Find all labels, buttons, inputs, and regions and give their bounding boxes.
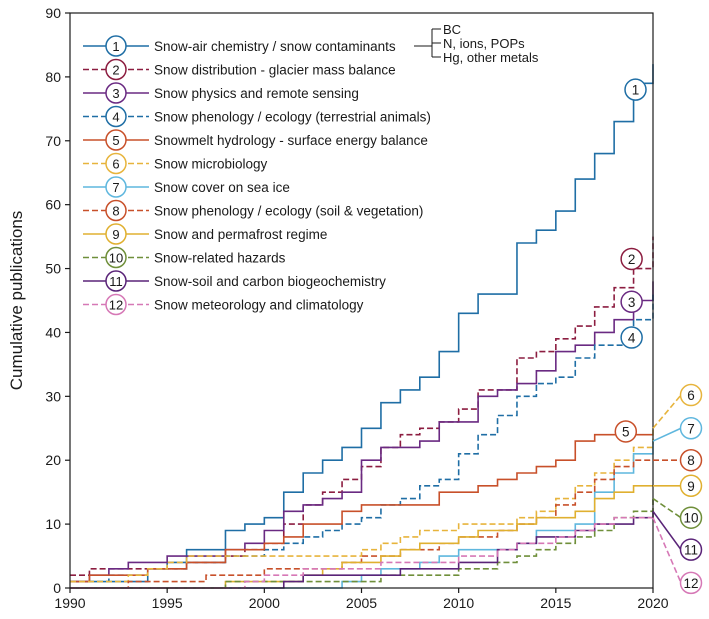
x-tick-label: 2000 [249, 595, 280, 611]
legend-marker-3 [105, 82, 127, 104]
legend-marker-number: 5 [112, 133, 119, 148]
y-tick-label: 70 [45, 133, 61, 149]
end-marker-8 [679, 448, 703, 472]
y-tick-label: 30 [45, 388, 61, 404]
series-line-3 [70, 281, 654, 583]
legend-marker-number: 7 [112, 180, 119, 195]
legend-label-4: Snow phenology / ecology (terrestrial an… [154, 110, 431, 125]
y-axis-label: Cumulative publications [7, 211, 26, 391]
end-marker-1 [624, 78, 647, 101]
legend-label-12: Snow meteorology and climatology [154, 298, 364, 313]
series-line-5 [70, 433, 653, 583]
legend-marker-12 [105, 293, 127, 316]
x-axis: 1990 1995 2000 2005 2010 2015 2020 [54, 588, 669, 611]
legend-label-9: Snow and permafrost regime [154, 227, 327, 242]
legend-label-11: Snow-soil and carbon biogeochemistry [154, 274, 386, 289]
end-marker-5 [614, 420, 638, 443]
legend-marker-10 [105, 246, 127, 269]
legend-marker-number: 6 [112, 157, 119, 172]
y-tick-label: 20 [45, 452, 61, 468]
end-leader-6 [652, 394, 682, 429]
end-leader-12 [652, 517, 682, 584]
end-marker-10 [679, 506, 703, 529]
legend-marker-number: 9 [112, 227, 119, 242]
x-tick-label: 1995 [152, 595, 183, 611]
x-tick-label: 2015 [540, 595, 571, 611]
x-tick-label: 2010 [443, 595, 474, 611]
legend-marker-8 [105, 199, 127, 222]
legend-label-2: Snow distribution - glacier mass balance [154, 63, 396, 78]
end-marker-9 [679, 474, 703, 498]
series-line-1 [70, 64, 654, 583]
legend-marker-number: 11 [109, 274, 123, 289]
end-marker-number: 2 [628, 252, 636, 267]
bracket-label: Hg, other metals [443, 50, 539, 65]
end-marker-2 [620, 247, 643, 271]
end-marker-number: 9 [687, 479, 695, 494]
legend-marker-number: 12 [109, 298, 123, 313]
legend-label-8: Snow phenology / ecology (soil & vegetat… [154, 204, 423, 219]
legend-label-1: Snow-air chemistry / snow contaminants [154, 39, 396, 54]
end-leader-7 [652, 427, 682, 442]
y-tick-label: 90 [45, 5, 61, 21]
legend-marker-number: 4 [112, 110, 119, 125]
y-tick-label: 40 [45, 324, 61, 340]
legend-label-5: Snowmelt hydrology - surface energy bala… [154, 133, 428, 148]
end-marker-6 [679, 383, 703, 407]
legend-marker-11 [105, 270, 127, 292]
end-marker-7 [679, 417, 703, 440]
end-marker-12 [679, 571, 703, 595]
legend-label-10: Snow-related hazards [154, 251, 286, 266]
legend-marker-5 [105, 129, 127, 151]
legend-marker-1 [105, 35, 127, 57]
bracket-label: BC [443, 22, 461, 37]
end-marker-number: 8 [687, 453, 695, 468]
series-line-6 [70, 428, 654, 583]
y-tick-label: 50 [45, 261, 61, 277]
end-marker-number: 4 [628, 331, 636, 346]
end-marker-number: 12 [683, 576, 698, 591]
legend-marker-7 [105, 176, 127, 198]
end-marker-4 [620, 326, 643, 349]
end-marker-number: 6 [687, 388, 695, 403]
legend-marker-number: 2 [112, 63, 119, 78]
legend-marker-number: 8 [112, 204, 119, 219]
y-tick-label: 80 [45, 69, 61, 85]
end-marker-11 [679, 538, 703, 561]
end-marker-number: 1 [632, 83, 640, 98]
end-leader-11 [652, 510, 682, 551]
bracket-label: N, ions, POPs [443, 36, 525, 51]
x-tick-label: 2005 [346, 595, 377, 611]
legend-marker-6 [105, 152, 127, 175]
legend-label-7: Snow cover on sea ice [154, 180, 290, 195]
end-marker-3 [620, 290, 643, 314]
x-tick-label: 2020 [637, 595, 668, 611]
y-axis: 0 10 20 30 40 50 60 70 80 90 [45, 5, 70, 596]
end-marker-number: 7 [687, 421, 695, 436]
end-marker-number: 5 [622, 424, 630, 439]
legend-label-3: Snow physics and remote sensing [154, 86, 359, 101]
x-tick-label: 1990 [54, 595, 85, 611]
end-marker-number: 11 [684, 543, 698, 558]
y-tick-label: 0 [53, 580, 61, 596]
legend-marker-number: 3 [112, 86, 119, 101]
legend-label-6: Snow microbiology [154, 157, 268, 172]
legend-marker-number: 1 [112, 39, 119, 54]
legend-marker-9 [105, 223, 127, 245]
series-line-8 [70, 459, 653, 589]
end-leader-10 [652, 497, 682, 519]
legend-marker-2 [105, 58, 127, 81]
end-marker-number: 10 [683, 511, 698, 526]
end-marker-number: 3 [628, 295, 636, 310]
legend: 1 Snow-air chemistry / snow contaminants 2… [83, 35, 431, 316]
legend-marker-number: 10 [109, 251, 123, 266]
y-tick-label: 10 [45, 516, 61, 532]
series-line-12 [70, 516, 653, 589]
legend-marker-4 [105, 105, 127, 128]
y-tick-label: 60 [45, 197, 61, 213]
